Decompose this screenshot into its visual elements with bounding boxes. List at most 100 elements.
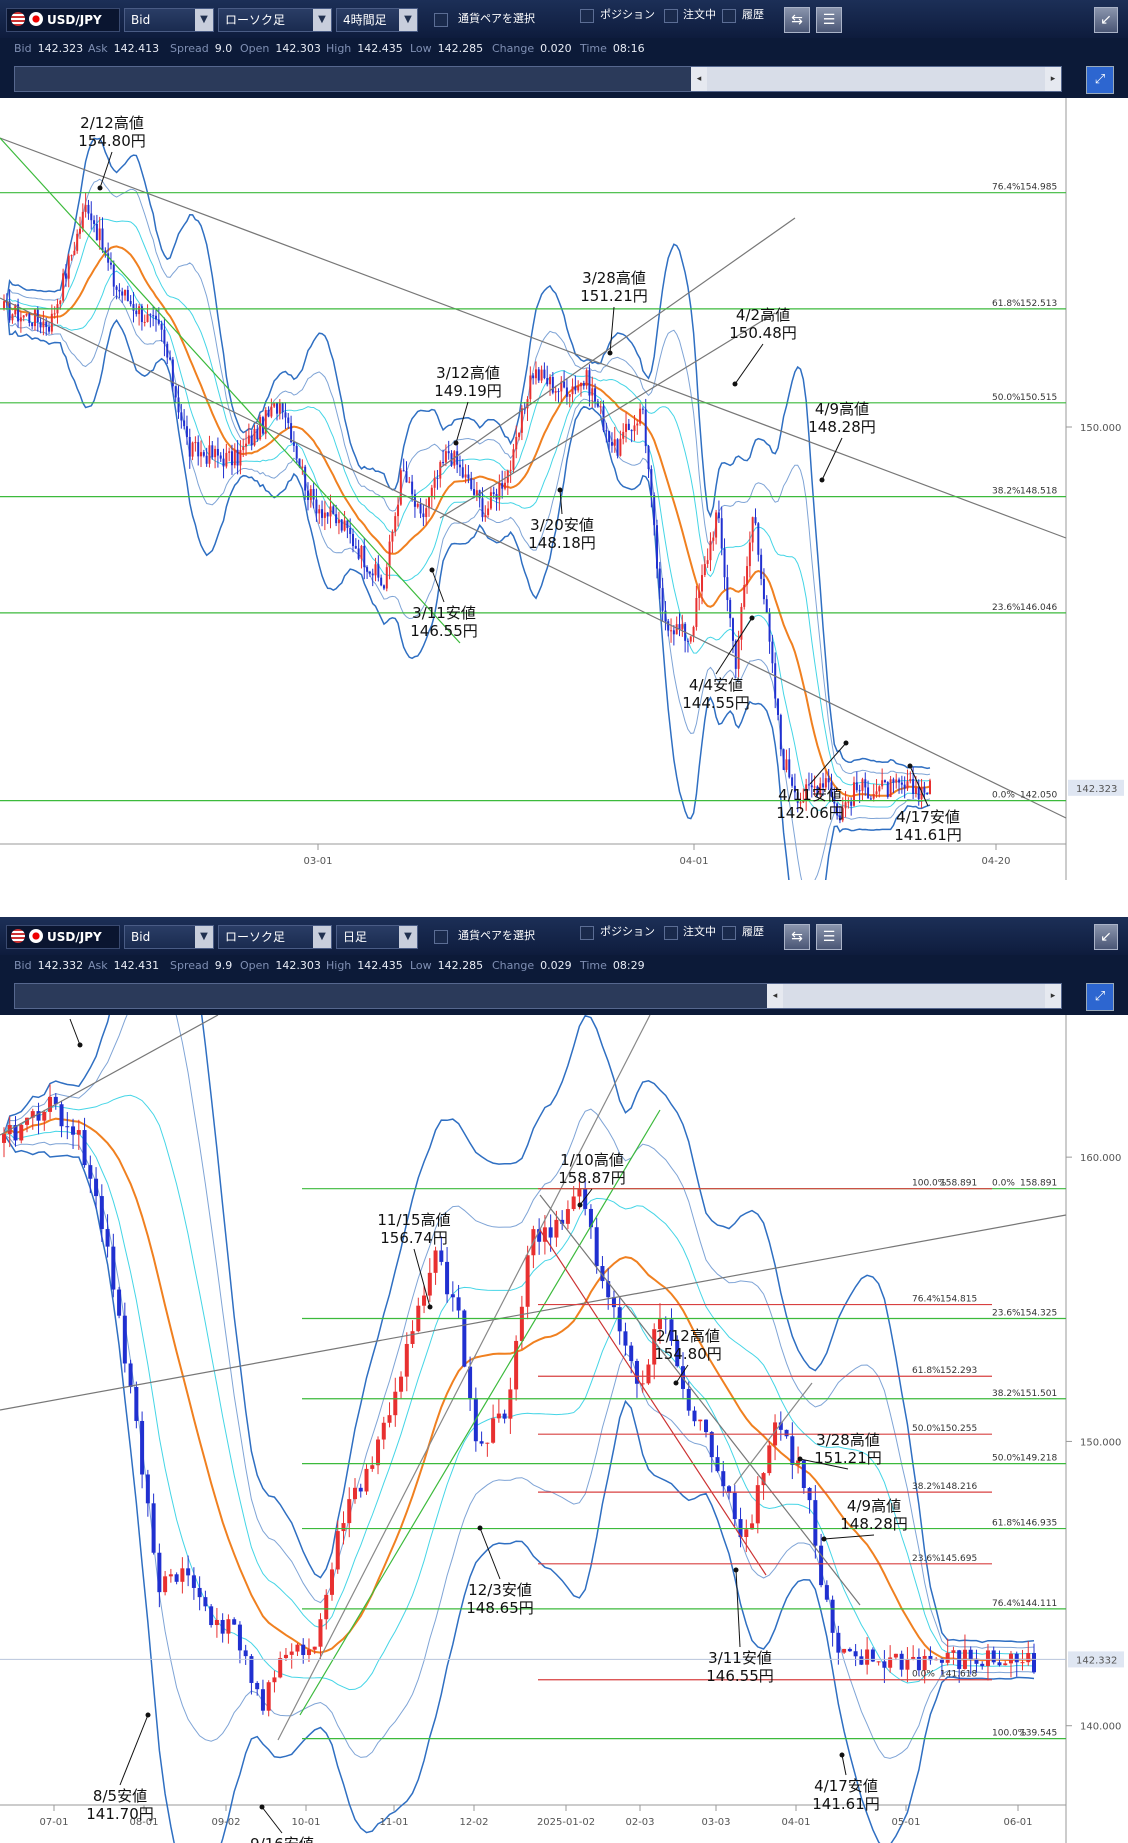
candle-body [425, 508, 428, 518]
candle-body [11, 314, 14, 321]
annotation-date: 3/28高値 [816, 1431, 880, 1449]
candle-body [3, 301, 5, 310]
position-checkbox[interactable] [580, 926, 594, 940]
refresh-icon[interactable]: ⇆ [784, 7, 810, 33]
candle-body [629, 1345, 634, 1361]
navigator-strip[interactable]: ◂ ▸ [14, 66, 1062, 92]
orders-checkbox[interactable] [664, 926, 678, 940]
candle-body [922, 1655, 927, 1671]
expand-icon[interactable]: ⤢ [1086, 66, 1114, 94]
settings-icon[interactable]: ☰ [816, 7, 842, 33]
chart-type-select[interactable]: ローソク足 ▼ [218, 8, 332, 32]
chevron-down-icon: ▼ [399, 926, 417, 948]
candle-body [183, 420, 186, 427]
candle-body [335, 1531, 340, 1570]
navigator-right-button[interactable]: ▸ [1045, 984, 1061, 1008]
history-checkbox[interactable] [722, 9, 736, 23]
annotation-date: 9/16安値 [250, 1835, 314, 1843]
annotation-date: 3/11安値 [708, 1649, 772, 1667]
annotation-arrowhead [843, 740, 849, 746]
navigator-strip[interactable]: ◂ ▸ [14, 983, 1062, 1009]
candle-body [70, 255, 73, 257]
candle-body [824, 778, 827, 788]
candle-body [94, 1178, 99, 1197]
navigator-right-button[interactable]: ▸ [1045, 67, 1061, 91]
candle-body [427, 1272, 432, 1296]
candle-body [712, 537, 715, 541]
candle-body [655, 525, 658, 569]
fib-red-pct: 38.2% [912, 1482, 941, 1492]
top-navigator: ◂ ▸ ⤢ [0, 60, 1128, 98]
candle-body [87, 204, 90, 214]
fib-level-pct: 0.0% [992, 791, 1015, 801]
fib-level-price: 148.518 [1020, 487, 1057, 497]
candle-body [202, 452, 205, 456]
price-type-select[interactable]: Bid ▼ [124, 8, 214, 32]
bollinger-lower-1sigma [4, 1130, 1035, 1691]
currency-select-checkbox[interactable] [434, 930, 448, 944]
x-tick-label: 2025-01-02 [537, 1817, 595, 1828]
fib-level-price: 142.050 [1020, 791, 1057, 801]
expand-icon[interactable]: ⤢ [1086, 983, 1114, 1011]
currency-select-checkbox[interactable] [434, 13, 448, 27]
settings-icon[interactable]: ☰ [816, 924, 842, 950]
candle-body [416, 503, 419, 507]
candle-body [146, 314, 149, 322]
bottom-chart-panel: USD/JPY Bid ▼ ローソク足 ▼ 日足 ▼ 通貨ペアを選択 ポジション… [0, 917, 1128, 1843]
fib-green-price: 158.891 [1020, 1179, 1057, 1189]
chart-type-select[interactable]: ローソク足 ▼ [218, 925, 332, 949]
candle-body [290, 423, 293, 443]
annotation-arrowhead [453, 440, 459, 446]
candle-body [456, 451, 459, 465]
position-label: ポジション [600, 8, 655, 21]
candle-body [903, 784, 906, 789]
orders-checkbox[interactable] [664, 9, 678, 23]
candle-body [25, 313, 28, 316]
navigator-left-button[interactable]: ◂ [767, 984, 783, 1008]
candle-body [878, 786, 881, 792]
annotation-date: 4/9高値 [847, 1497, 901, 1515]
candle-body [112, 264, 115, 287]
price-type-select[interactable]: Bid ▼ [124, 925, 214, 949]
candle-body [104, 250, 107, 254]
refresh-icon[interactable]: ⇆ [784, 924, 810, 950]
candle-body [627, 423, 630, 430]
symbol-selector[interactable]: USD/JPY [6, 925, 120, 949]
candle-body [858, 790, 861, 792]
candle-body [611, 1297, 616, 1308]
candle-body [140, 306, 143, 323]
annotation-date: 4/4安値 [689, 676, 743, 694]
candle-body [166, 343, 169, 358]
navigator-window[interactable] [693, 67, 1061, 91]
candle-body [892, 779, 895, 783]
candle-body [644, 409, 647, 447]
candle-body [186, 1568, 191, 1576]
candle-body [117, 1289, 122, 1316]
orders-label: 注文中 [683, 925, 716, 938]
candle-body [363, 545, 366, 568]
symbol-selector[interactable]: USD/JPY [6, 8, 120, 32]
annotation-date: 3/28高値 [582, 269, 646, 287]
candle-body [152, 315, 155, 317]
candle-body [422, 513, 425, 518]
trendline [0, 1214, 1067, 1411]
collapse-icon[interactable]: ↙ [1094, 924, 1118, 950]
navigator-left-button[interactable]: ◂ [691, 67, 707, 91]
candle-body [399, 470, 402, 505]
annotation-arrow [715, 617, 753, 675]
history-checkbox[interactable] [722, 926, 736, 940]
bottom-navigator: ◂ ▸ ⤢ [0, 977, 1128, 1015]
position-checkbox[interactable] [580, 9, 594, 23]
fib-green-pct: 38.2% [992, 1389, 1021, 1399]
candle-body [30, 1111, 35, 1118]
annotation-price: 158.87円 [558, 1169, 626, 1187]
navigator-window[interactable] [769, 984, 1061, 1008]
collapse-icon[interactable]: ↙ [1094, 7, 1118, 33]
candle-body [652, 1329, 657, 1365]
timeframe-select[interactable]: 日足 ▼ [336, 925, 418, 949]
candle-body [616, 439, 619, 456]
candle-body [358, 1487, 363, 1492]
timeframe-select[interactable]: 4時間足 ▼ [336, 8, 418, 32]
candle-body [28, 313, 31, 323]
candle-body [433, 477, 436, 488]
